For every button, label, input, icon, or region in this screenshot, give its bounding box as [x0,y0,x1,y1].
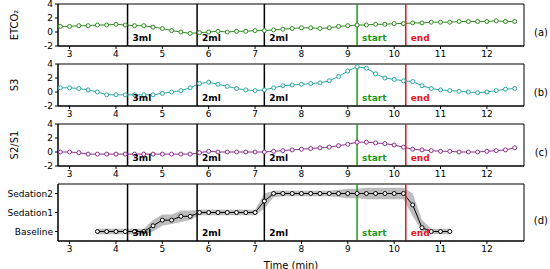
svg-text:11: 11 [435,109,446,119]
svg-text:4: 4 [113,49,119,59]
svg-text:2ml: 2ml [269,228,288,238]
svg-text:0: 0 [47,147,53,157]
svg-text:-2: -2 [44,41,53,51]
svg-text:4: 4 [47,0,53,9]
svg-text:S3: S3 [9,79,20,92]
svg-text:12: 12 [481,109,492,119]
svg-text:Baseline: Baseline [15,227,54,237]
svg-text:9: 9 [345,244,351,254]
svg-text:2: 2 [47,133,53,143]
svg-text:12: 12 [481,169,492,179]
svg-text:8: 8 [299,169,305,179]
svg-text:4: 4 [47,60,53,69]
svg-text:12: 12 [481,244,492,254]
svg-text:Sedation2: Sedation2 [8,189,53,199]
html-text:(d): (d) [533,215,548,227]
svg-text:6: 6 [206,169,212,179]
svg-text:3ml: 3ml [133,228,152,238]
svg-text:10: 10 [388,49,400,59]
svg-text:2ml: 2ml [269,93,288,103]
svg-text:7: 7 [252,244,258,254]
svg-text:8: 8 [299,109,305,119]
svg-text:8: 8 [299,49,305,59]
svg-text:10: 10 [388,109,400,119]
svg-text:9: 9 [345,109,351,119]
svg-text:7: 7 [252,169,258,179]
svg-text:start: start [362,93,387,103]
svg-text:end: end [411,33,430,43]
svg-text:11: 11 [435,49,446,59]
svg-text:9: 9 [345,169,351,179]
svg-text:6: 6 [206,109,212,119]
svg-text:-2: -2 [44,101,53,111]
svg-text:2ml: 2ml [202,93,221,103]
svg-text:11: 11 [435,169,446,179]
svg-text:2ml: 2ml [202,228,221,238]
svg-text:Sedation1: Sedation1 [8,208,53,218]
svg-text:0: 0 [47,27,53,37]
svg-text:4: 4 [113,109,119,119]
svg-text:4: 4 [113,244,119,254]
svg-text:ETCO₂: ETCO₂ [9,10,20,41]
svg-text:start: start [362,228,387,238]
svg-text:2ml: 2ml [202,33,221,43]
svg-text:start: start [362,33,387,43]
svg-text:S2/S1: S2/S1 [9,131,20,160]
svg-text:3: 3 [67,169,73,179]
svg-text:3: 3 [67,109,73,119]
svg-text:11: 11 [435,244,446,254]
svg-text:5: 5 [159,109,165,119]
svg-text:5: 5 [159,49,165,59]
svg-text:3ml: 3ml [133,33,152,43]
svg-text:2: 2 [47,73,53,83]
svg-text:3ml: 3ml [133,153,152,163]
html-text:(c): (c) [534,147,548,159]
svg-text:end: end [411,153,430,163]
svg-text:4: 4 [113,169,119,179]
svg-text:5: 5 [159,244,165,254]
svg-text:0: 0 [47,87,53,97]
svg-text:6: 6 [206,244,212,254]
svg-text:9: 9 [345,49,351,59]
svg-text:start: start [362,153,387,163]
svg-text:10: 10 [388,169,400,179]
svg-text:2ml: 2ml [202,153,221,163]
svg-text:3ml: 3ml [133,93,152,103]
svg-text:2ml: 2ml [269,33,288,43]
svg-text:2: 2 [47,13,53,23]
svg-text:3: 3 [67,244,73,254]
svg-text:5: 5 [159,169,165,179]
svg-text:10: 10 [388,244,400,254]
svg-text:7: 7 [252,49,258,59]
svg-text:4: 4 [47,120,53,129]
svg-text:end: end [411,93,430,103]
html-text:(a): (a) [534,27,548,39]
svg-text:-2: -2 [44,161,53,171]
svg-text:3: 3 [67,49,73,59]
svg-text:2ml: 2ml [269,153,288,163]
svg-text:6: 6 [206,49,212,59]
html-text:(b): (b) [533,87,548,99]
svg-text:Time (min): Time (min) [263,260,318,269]
svg-text:7: 7 [252,109,258,119]
svg-text:8: 8 [299,244,305,254]
svg-text:12: 12 [481,49,492,59]
svg-text:end: end [411,228,430,238]
